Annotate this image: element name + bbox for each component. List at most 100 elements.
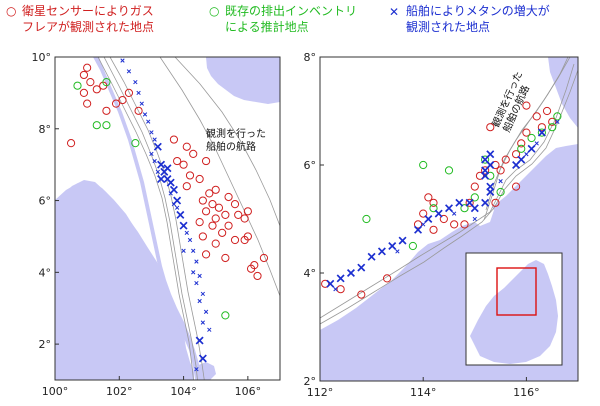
left_map-methane-small-point: [194, 259, 199, 264]
legend-inventory-label-line1: 既存の排出インベントリ: [225, 4, 357, 18]
right_map-methane-large-point: [481, 198, 490, 207]
right_map-methane-large-point: [537, 128, 546, 137]
right_map-inventory-point: [429, 204, 438, 213]
legend-flare-label-line1: 衛星センサーによりガス: [22, 4, 154, 18]
right-map-inventory-points: [362, 112, 562, 251]
right_map-inventory-point: [419, 160, 428, 170]
right-map-frame: [319, 56, 579, 382]
left_map-y-tick-label: 10°: [32, 51, 52, 64]
right_map-methane-large-point: [377, 247, 386, 256]
left_map-flare-point: [201, 156, 211, 166]
left_map-flare-point: [246, 264, 256, 273]
left_map-flare-point: [214, 203, 224, 212]
legend: ○ 衛星センサーによりガス フレアが観測された地点 ○ 既存の排出インベントリ …: [6, 3, 550, 34]
left-map-inventory-points: [73, 78, 230, 320]
left_map-inventory-point: [102, 121, 111, 130]
left_map-methane-small-point: [136, 90, 141, 96]
right_map-flare-point: [460, 220, 469, 229]
left_map-flare-point: [230, 200, 240, 209]
left_map-flare-point: [218, 228, 227, 237]
left_map-flare-point: [86, 78, 95, 87]
right_map-flare-point: [413, 220, 423, 229]
left_map-inventory-point: [131, 139, 140, 148]
right_map-flare-point: [542, 106, 552, 116]
right_map-flare-point: [517, 139, 526, 148]
right_map-methane-large-point: [517, 155, 526, 164]
right_map-methane-large-point: [486, 182, 495, 191]
left_map-flare-point: [230, 235, 240, 245]
left_map-methane-small-point: [194, 367, 199, 372]
left-map-land-riau: [196, 362, 216, 380]
left_map-methane-large-point: [169, 185, 178, 194]
left_map-flare-point: [201, 250, 211, 259]
left_map-methane-large-point: [176, 210, 185, 219]
right_map-flare-point: [522, 101, 531, 110]
right_map-flare-point: [496, 166, 505, 175]
legend-inventory-symbol: ○: [209, 4, 219, 18]
left_map-flare-point: [102, 106, 111, 115]
right_map-flare-point: [450, 220, 459, 229]
left-map-route-label-line1: 観測を行った: [206, 127, 266, 140]
right_map-inventory-point: [486, 171, 495, 180]
left_map-methane-large-point: [153, 142, 162, 151]
left_map-flare-point: [208, 221, 217, 230]
right_map-flare-point: [321, 279, 330, 288]
left_map-methane-small-point: [155, 169, 161, 174]
right_map-inventory-point: [362, 214, 371, 224]
inset-locator-map: [465, 252, 563, 366]
left_map-x-tick-label: 102°: [106, 385, 133, 398]
right_map-y-tick-label: 4°: [304, 267, 317, 280]
right_map-methane-large-point: [398, 236, 407, 245]
left_map-y-tick-label: 6°: [39, 195, 52, 208]
left_map-flare-point: [221, 253, 230, 263]
left_map-methane-small-point: [146, 119, 151, 124]
right_map-flare-point: [511, 182, 521, 191]
right_map-inventory-point: [553, 112, 562, 121]
left_map-flare-point: [83, 99, 92, 108]
right_map-flare-point: [537, 123, 546, 132]
left_map-inventory-point: [73, 81, 82, 90]
left_map-flare-point: [173, 156, 182, 166]
left_map-flare-point: [195, 217, 204, 227]
left_map-flare-point: [195, 174, 204, 184]
left_map-flare-point: [211, 214, 220, 223]
left_map-methane-small-point: [152, 137, 157, 142]
left_map-flare-point: [79, 88, 89, 97]
right_map-flare-point: [481, 166, 490, 175]
legend-methane-label-line2: 観測された地点: [406, 20, 490, 34]
left_map-flare-point: [221, 210, 230, 220]
left_map-methane-small-point: [142, 112, 148, 117]
left_map-flare-point: [182, 182, 191, 191]
right_map-methane-small-point: [333, 287, 338, 292]
right_map-methane-small-point: [421, 222, 426, 227]
left_map-methane-small-point: [191, 270, 196, 275]
right_map-flare-point: [548, 117, 557, 126]
left_map-flare-point: [182, 142, 191, 151]
left-map-flare-points: [66, 63, 269, 281]
legend-flare-label-line2: フレアが観測された地点: [22, 19, 154, 34]
left_map-methane-large-point: [166, 178, 175, 187]
right_map-methane-large-point: [527, 144, 536, 153]
left_map-x-tick-label: 106°: [235, 385, 262, 398]
left_map-flare-point: [111, 99, 121, 108]
left_map-flare-point: [198, 232, 207, 241]
right_map-methane-small-point: [524, 152, 529, 157]
left_map-flare-point: [198, 196, 207, 205]
right_map-flare-point: [439, 214, 448, 224]
left_map-flare-point: [211, 239, 220, 248]
right_map-inventory-point: [481, 155, 490, 164]
left-map-land-peninsula: [93, 57, 202, 380]
right_map-methane-small-point: [395, 249, 400, 254]
left-map: 観測を行った 船舶の航路 100° 102° 104° 106° 2° 4° 6° 8° 10…: [32, 51, 281, 398]
right_map-y-tick-label: 8°: [304, 51, 317, 64]
right_map-methane-large-point: [424, 214, 433, 224]
left_map-flare-point: [118, 95, 127, 105]
left_map-methane-small-point: [126, 69, 132, 74]
right-map: 観測を行った 船舶の航路 112° 114° 116° 2°4°6°8°: [304, 51, 579, 399]
left_map-methane-small-point: [197, 273, 202, 279]
left_map-flare-point: [243, 207, 252, 216]
right_map-flare-point: [429, 225, 438, 234]
left_map-flare-point: [179, 160, 188, 169]
left_map-x-tick-label: 104°: [170, 385, 197, 398]
